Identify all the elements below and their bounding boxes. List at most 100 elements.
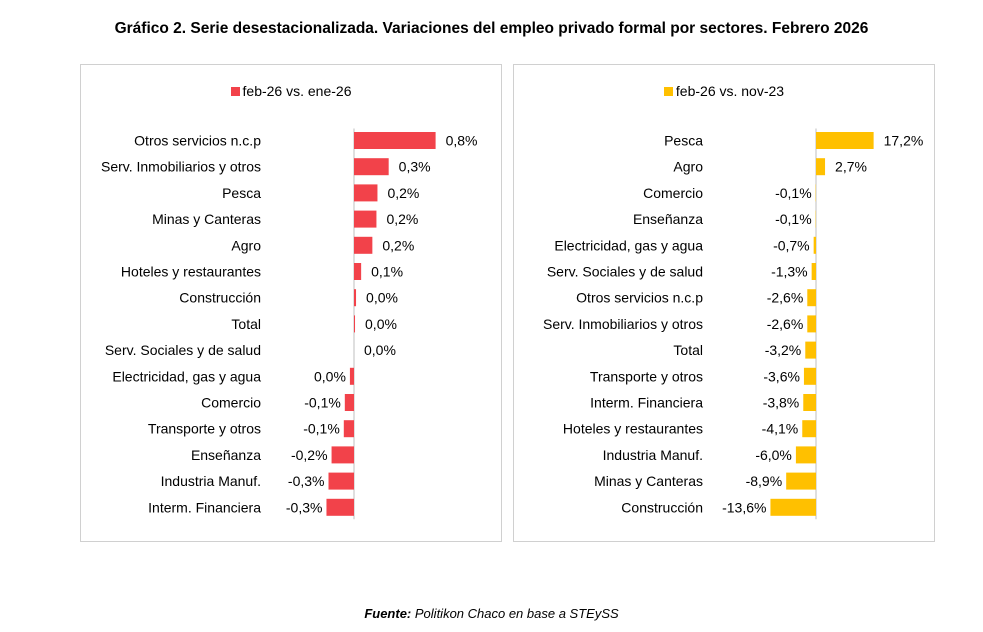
data-label: -1,3%: [771, 264, 808, 280]
chart-title: Gráfico 2. Serie desestacionalizada. Var…: [114, 20, 869, 37]
data-label: 0,2%: [382, 237, 414, 253]
legend-label: feb-26 vs. nov-23: [675, 83, 785, 99]
bar: [807, 315, 816, 333]
category-label: Serv. Inmobiliarios y otros: [101, 159, 261, 175]
data-label: 0,8%: [446, 133, 478, 149]
category-label: Serv. Sociales y de salud: [105, 342, 261, 358]
bar: [331, 446, 354, 464]
category-label: Otros servicios n.c.p: [576, 290, 703, 306]
data-label: -4,1%: [762, 421, 799, 437]
data-label: 0,2%: [387, 185, 419, 201]
category-label: Electricidad, gas y agua: [554, 237, 703, 253]
bar: [803, 394, 816, 411]
category-label: Construcción: [621, 499, 703, 515]
bar: [795, 446, 816, 464]
bar: [816, 132, 874, 149]
category-label: Pesca: [222, 185, 261, 201]
bar: [343, 420, 354, 438]
data-label: 0,0%: [364, 342, 396, 358]
chart-panel-monthly: feb-26 vs. ene-26 Otros servicios n.c.p 0…: [80, 64, 502, 542]
data-label: -3,2%: [765, 342, 802, 358]
category-label: Hoteles y restaurantes: [121, 264, 261, 280]
category-label: Pesca: [664, 133, 703, 149]
bar: [354, 210, 377, 228]
category-label: Serv. Inmobiliarios y otros: [543, 316, 703, 332]
bar-chart-since-nov23: Pesca 17,2% Agro 2,7% Comercio -0,1% Enseñanza…: [543, 128, 924, 520]
category-label: Comercio: [643, 185, 703, 201]
bar: [344, 394, 354, 411]
bar: [354, 263, 362, 280]
category-label: Transporte y otros: [148, 421, 261, 437]
data-label: -3,6%: [763, 368, 800, 384]
bar: [354, 132, 436, 149]
bar: [805, 341, 816, 359]
data-label: -2,6%: [767, 290, 804, 306]
bar: [326, 498, 354, 516]
bar: [354, 315, 356, 333]
data-label: -6,0%: [755, 447, 792, 463]
category-label: Interm. Financiera: [148, 499, 261, 515]
bar: [813, 236, 816, 254]
legend: feb-26 vs. ene-26: [81, 83, 501, 99]
category-label: Electricidad, gas y agua: [112, 368, 261, 384]
source-text: Politikon Chaco en base a STEySS: [414, 606, 619, 621]
data-label: -0,2%: [291, 447, 328, 463]
data-label: 0,3%: [399, 159, 431, 175]
category-label: Enseñanza: [191, 447, 261, 463]
data-label: -0,3%: [286, 499, 323, 515]
bar: [802, 420, 816, 438]
bar: [816, 158, 826, 176]
category-label: Agro: [231, 237, 261, 253]
chart-panel-since-nov23: feb-26 vs. nov-23 Pesca 17,2% Agro 2,7% Come…: [513, 64, 935, 542]
data-label: 0,0%: [314, 368, 346, 384]
category-label: Total: [673, 342, 703, 358]
bar: [811, 263, 816, 280]
data-label: 0,0%: [366, 290, 398, 306]
bar: [786, 472, 816, 490]
data-label: 0,2%: [386, 211, 418, 227]
bar: [807, 289, 816, 307]
source-note: Fuente: Politikon Chaco en base a STEySS: [0, 606, 983, 621]
bar-chart-monthly: Otros servicios n.c.p 0,8% Serv. Inmobilia…: [101, 128, 478, 520]
data-label: -0,1%: [775, 211, 812, 227]
bar: [354, 158, 389, 176]
category-label: Construcción: [179, 290, 261, 306]
source-label: Fuente:: [364, 606, 412, 621]
data-label: -0,1%: [303, 421, 340, 437]
category-label: Industria Manuf.: [161, 473, 261, 489]
bar: [354, 236, 373, 254]
category-label: Interm. Financiera: [590, 395, 703, 411]
category-label: Otros servicios n.c.p: [134, 133, 261, 149]
category-label: Transporte y otros: [590, 368, 703, 384]
category-label: Serv. Sociales y de salud: [547, 264, 703, 280]
legend: feb-26 vs. nov-23: [514, 83, 934, 99]
data-label: -0,3%: [288, 473, 325, 489]
category-label: Total: [231, 316, 261, 332]
bar: [354, 289, 357, 307]
data-label: -3,8%: [763, 395, 800, 411]
bar: [349, 367, 354, 385]
data-label: 0,0%: [365, 316, 397, 332]
data-label: -0,1%: [304, 395, 341, 411]
category-label: Minas y Canteras: [152, 211, 261, 227]
category-label: Hoteles y restaurantes: [563, 421, 703, 437]
data-label: -0,1%: [775, 185, 812, 201]
data-label: 2,7%: [835, 159, 867, 175]
category-label: Agro: [673, 159, 703, 175]
bar: [803, 367, 816, 385]
category-label: Enseñanza: [633, 211, 703, 227]
data-label: -0,7%: [773, 237, 810, 253]
category-label: Minas y Canteras: [594, 473, 703, 489]
data-label: -13,6%: [722, 499, 766, 515]
data-label: -8,9%: [746, 473, 783, 489]
category-label: Industria Manuf.: [603, 447, 703, 463]
legend-swatch: [663, 87, 673, 96]
bar: [328, 472, 354, 490]
data-label: -2,6%: [767, 316, 804, 332]
category-label: Comercio: [201, 395, 261, 411]
legend-label: feb-26 vs. ene-26: [242, 83, 352, 99]
legend-swatch: [230, 87, 240, 96]
data-label: 0,1%: [371, 264, 403, 280]
bar: [770, 498, 816, 516]
data-label: 17,2%: [884, 133, 924, 149]
